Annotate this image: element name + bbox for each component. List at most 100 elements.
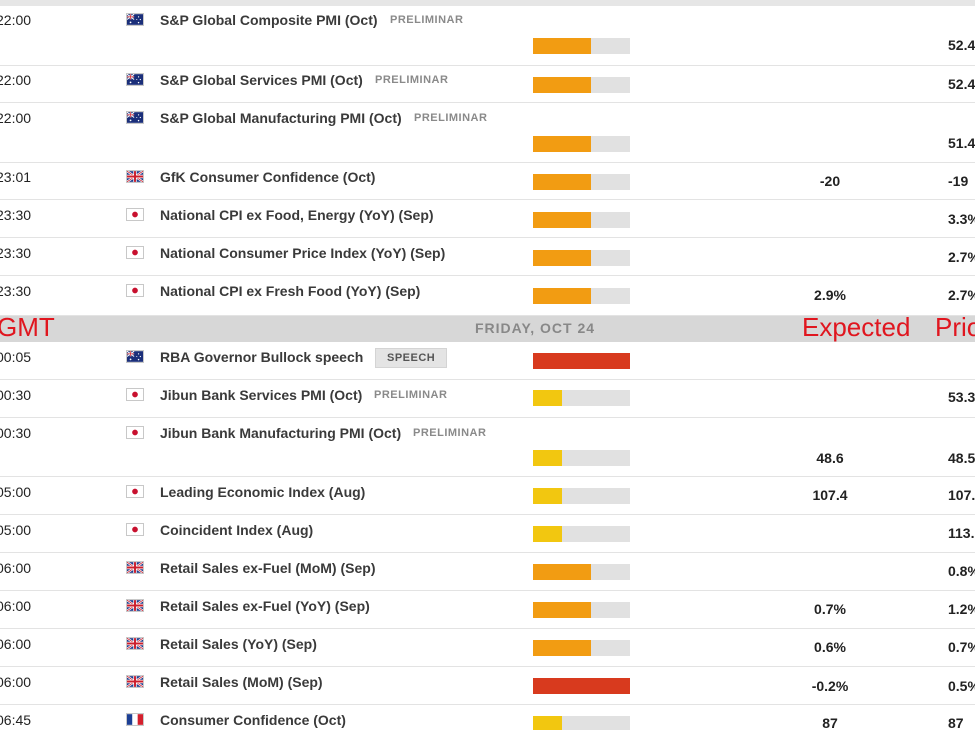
table-row[interactable]: 23:30 National CPI ex Food, Energy (YoY) … [0, 200, 975, 238]
gmt-annotation: GMT [0, 312, 55, 342]
event-time: 22:00 [0, 12, 32, 28]
expected-value: 48.6 [816, 450, 844, 466]
prior-value: 53.3 [948, 389, 975, 405]
table-row[interactable]: 22:00 S&P Global Manufacturing PMI (Oct) P… [0, 103, 975, 163]
impact-bar [533, 390, 630, 406]
uk-flag-icon [126, 675, 144, 688]
event-name[interactable]: Coincident Index (Aug) [160, 522, 314, 538]
table-row[interactable]: 23:30 National CPI ex Fresh Food (YoY) (S… [0, 276, 975, 316]
event-name[interactable]: Retail Sales (YoY) (Sep) [160, 636, 317, 652]
prior-value: 87 [948, 715, 964, 730]
event-time: 00:30 [0, 387, 32, 403]
table-row[interactable]: 22:00 S&P Global Composite PMI (Oct) PRELI… [0, 6, 975, 66]
impact-bar-fill [533, 640, 592, 656]
table-row[interactable]: 06:00 Retail Sales (YoY) (Sep) 0.6% 0.7% [0, 629, 975, 667]
impact-bar-fill [533, 77, 592, 93]
prior-value: 2.7% [948, 287, 975, 303]
impact-bar-fill [533, 38, 592, 54]
event-name[interactable]: National Consumer Price Index (YoY) (Sep… [160, 245, 446, 261]
uk-flag-icon [126, 599, 144, 612]
japan-flag-icon [126, 388, 144, 401]
france-flag-icon [126, 713, 144, 726]
table-row[interactable]: 05:00 Leading Economic Index (Aug) 107.4 10… [0, 477, 975, 515]
uk-flag-icon [126, 561, 144, 574]
event-time: 06:00 [0, 636, 32, 652]
event-time: 06:45 [0, 712, 32, 728]
impact-bar-fill [533, 390, 563, 406]
event-name[interactable]: Leading Economic Index (Aug) [160, 484, 366, 500]
event-name[interactable]: Retail Sales ex-Fuel (MoM) (Sep) [160, 560, 376, 576]
table-row[interactable]: 06:45 Consumer Confidence (Oct) 87 87 [0, 705, 975, 730]
prior-value: 0.7% [948, 639, 975, 655]
table-row[interactable]: 06:00 Retail Sales ex-Fuel (MoM) (Sep) 0.8… [0, 553, 975, 591]
impact-bar [533, 564, 630, 580]
event-name[interactable]: Retail Sales (MoM) (Sep) [160, 674, 323, 690]
australia-flag-icon [126, 73, 144, 86]
event-time: 06:00 [0, 560, 32, 576]
impact-bar-fill [533, 602, 592, 618]
prior-value: 51.4 [948, 135, 975, 151]
prior-value: 2.7% [948, 249, 975, 265]
table-row[interactable]: 23:30 National Consumer Price Index (YoY)… [0, 238, 975, 276]
event-time: 22:00 [0, 72, 32, 88]
table-row[interactable]: 23:01 GfK Consumer Confidence (Oct) -20 -19 [0, 163, 975, 200]
event-time: 06:00 [0, 598, 32, 614]
day-title: FRIDAY, OCT 24 [474, 320, 596, 336]
expected-value: -0.2% [811, 678, 849, 694]
prior-value: 48.5 [948, 450, 975, 466]
event-name[interactable]: National CPI ex Food, Energy (YoY) (Sep) [160, 207, 434, 223]
uk-flag-icon [126, 637, 144, 650]
event-name[interactable]: Consumer Confidence (Oct) [160, 712, 346, 728]
event-name[interactable]: GfK Consumer Confidence (Oct) [160, 169, 376, 185]
impact-bar [533, 602, 630, 618]
impact-bar [533, 353, 630, 369]
event-name[interactable]: S&P Global Composite PMI (Oct) [160, 12, 378, 28]
expected-value: 0.7% [814, 601, 846, 617]
expected-value: 107.4 [812, 487, 848, 503]
australia-flag-icon [126, 350, 144, 363]
event-name[interactable]: S&P Global Manufacturing PMI (Oct) [160, 110, 402, 126]
table-row[interactable]: 00:30 Jibun Bank Services PMI (Oct) PRELIM… [0, 380, 975, 418]
impact-bar [533, 450, 630, 466]
event-name[interactable]: S&P Global Services PMI (Oct) [160, 72, 363, 88]
impact-bar-fill [533, 450, 563, 466]
table-row[interactable]: 00:30 Jibun Bank Manufacturing PMI (Oct) P… [0, 418, 975, 477]
prior-annotation: Prior [935, 312, 975, 342]
impact-bar [533, 488, 630, 504]
table-row[interactable]: 22:00 S&P Global Services PMI (Oct) PRELIM… [0, 66, 975, 103]
event-name[interactable]: Jibun Bank Services PMI (Oct) [160, 387, 363, 403]
impact-bar-fill [533, 353, 630, 369]
impact-bar-fill [533, 488, 563, 504]
day-header: FRIDAY, OCT 24 [0, 316, 975, 342]
table-row[interactable]: 05:00 Coincident Index (Aug) 113. [0, 515, 975, 553]
table-row[interactable]: 00:05 RBA Governor Bullock speech SPEECH [0, 342, 975, 380]
prior-value: 113. [948, 525, 975, 541]
impact-bar [533, 38, 630, 54]
table-row[interactable]: 06:00 Retail Sales (MoM) (Sep) -0.2% 0.5% [0, 667, 975, 705]
prior-value: -19 [948, 173, 969, 189]
australia-flag-icon [126, 111, 144, 124]
prior-value: 107. [948, 487, 975, 503]
event-name[interactable]: National CPI ex Fresh Food (YoY) (Sep) [160, 283, 421, 299]
impact-bar-fill [533, 174, 592, 190]
impact-bar-fill [533, 250, 592, 266]
event-time: 06:00 [0, 674, 32, 690]
impact-bar [533, 77, 630, 93]
preliminary-badge: PRELIMINAR [375, 74, 449, 86]
event-time: 05:00 [0, 522, 32, 538]
event-name[interactable]: Jibun Bank Manufacturing PMI (Oct) [160, 425, 402, 441]
preliminary-badge: PRELIMINAR [390, 14, 464, 26]
prior-value: 0.5% [948, 678, 975, 694]
impact-bar [533, 250, 630, 266]
speech-badge: SPEECH [375, 348, 448, 368]
prior-value: 3.3% [948, 211, 975, 227]
japan-flag-icon [126, 246, 144, 259]
impact-bar-fill [533, 212, 592, 228]
australia-flag-icon [126, 13, 144, 26]
prior-value: 0.8% [948, 563, 975, 579]
event-name[interactable]: RBA Governor Bullock speech [160, 349, 364, 365]
event-name[interactable]: Retail Sales ex-Fuel (YoY) (Sep) [160, 598, 370, 614]
impact-bar [533, 288, 630, 304]
table-row[interactable]: 06:00 Retail Sales ex-Fuel (YoY) (Sep) 0.7… [0, 591, 975, 629]
event-time: 23:30 [0, 245, 32, 261]
